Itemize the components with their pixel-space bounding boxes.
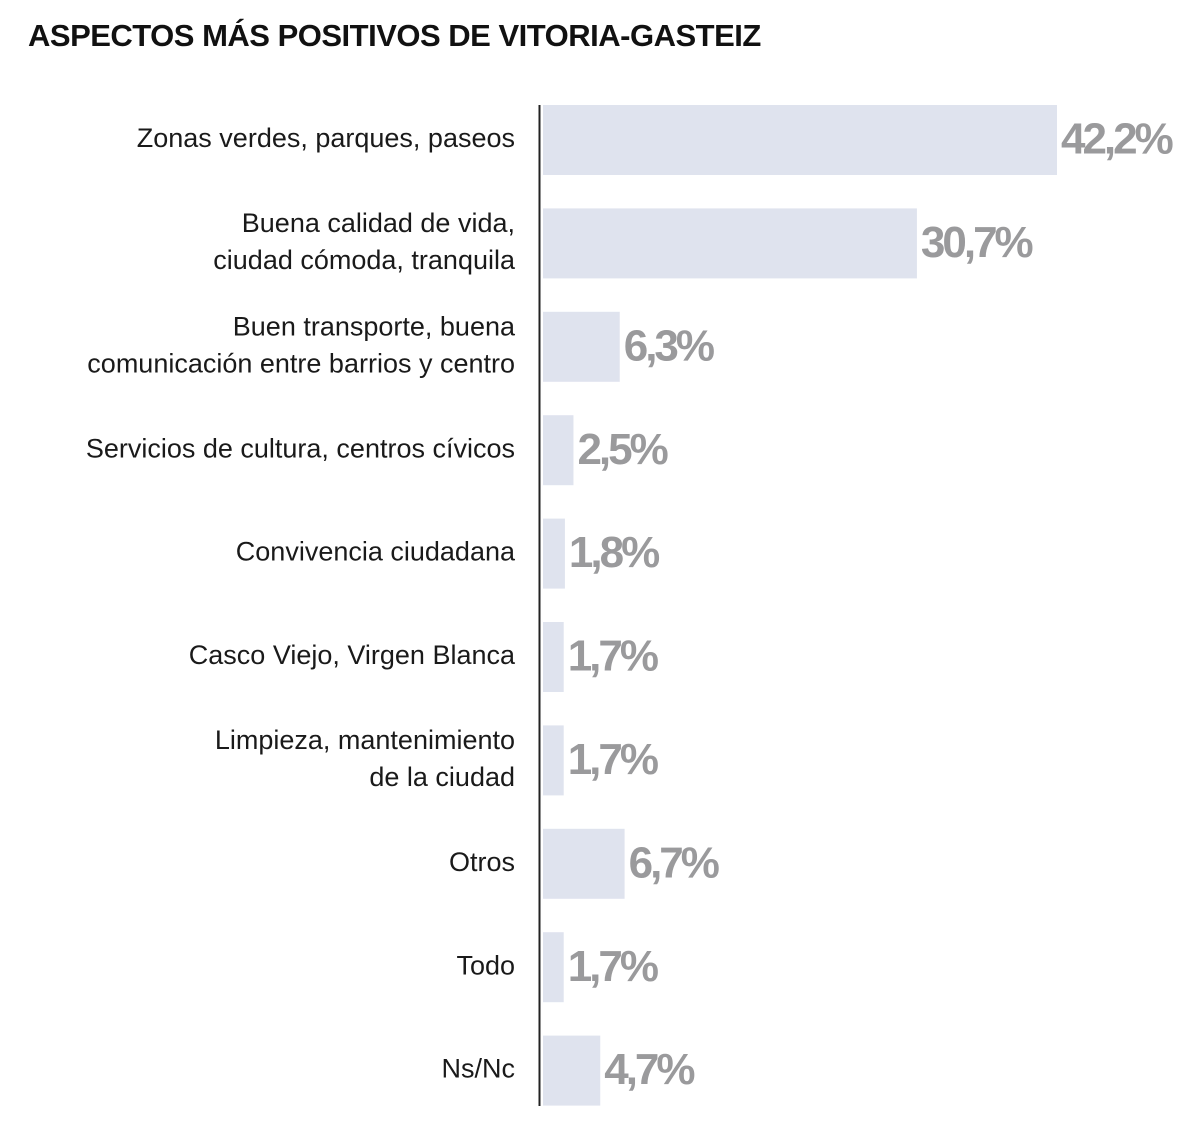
- value-label: 1,8%: [569, 528, 659, 577]
- bar: [543, 518, 565, 589]
- value-label: 1,7%: [568, 735, 658, 784]
- bar: [543, 725, 564, 796]
- category-label: Ns/Nc: [442, 1054, 516, 1084]
- category-label: ciudad cómoda, tranquila: [213, 245, 516, 275]
- bar: [543, 415, 574, 486]
- category-label: Buen transporte, buena: [233, 311, 516, 341]
- category-label: Buena calidad de vida,: [242, 208, 515, 238]
- category-label: Limpieza, mantenimiento: [215, 725, 515, 755]
- bar: [543, 311, 620, 382]
- bar: [543, 828, 625, 899]
- category-label: comunicación entre barrios y centro: [87, 348, 515, 378]
- value-label: 1,7%: [568, 632, 658, 681]
- bar: [543, 932, 564, 1003]
- category-label: de la ciudad: [369, 762, 515, 792]
- value-label: 2,5%: [577, 425, 667, 474]
- category-label: Todo: [456, 950, 515, 980]
- value-label: 6,7%: [629, 838, 719, 887]
- category-label: Casco Viejo, Virgen Blanca: [189, 640, 516, 670]
- category-label: Convivencia ciudadana: [236, 537, 516, 567]
- category-label: Otros: [449, 847, 515, 877]
- value-label: 42,2%: [1061, 115, 1173, 164]
- bar: [543, 208, 917, 279]
- bar: [543, 622, 564, 692]
- value-label: 6,3%: [624, 321, 714, 370]
- value-label: 30,7%: [921, 218, 1033, 267]
- value-label: 1,7%: [568, 942, 658, 991]
- category-label: Servicios de cultura, centros cívicos: [86, 433, 515, 463]
- category-label: Zonas verdes, parques, paseos: [137, 123, 515, 153]
- bar: [543, 105, 1057, 175]
- value-label: 4,7%: [604, 1045, 694, 1094]
- chart-title: ASPECTOS MÁS POSITIVOS DE VITORIA-GASTEI…: [28, 18, 761, 53]
- bar: [543, 1035, 601, 1106]
